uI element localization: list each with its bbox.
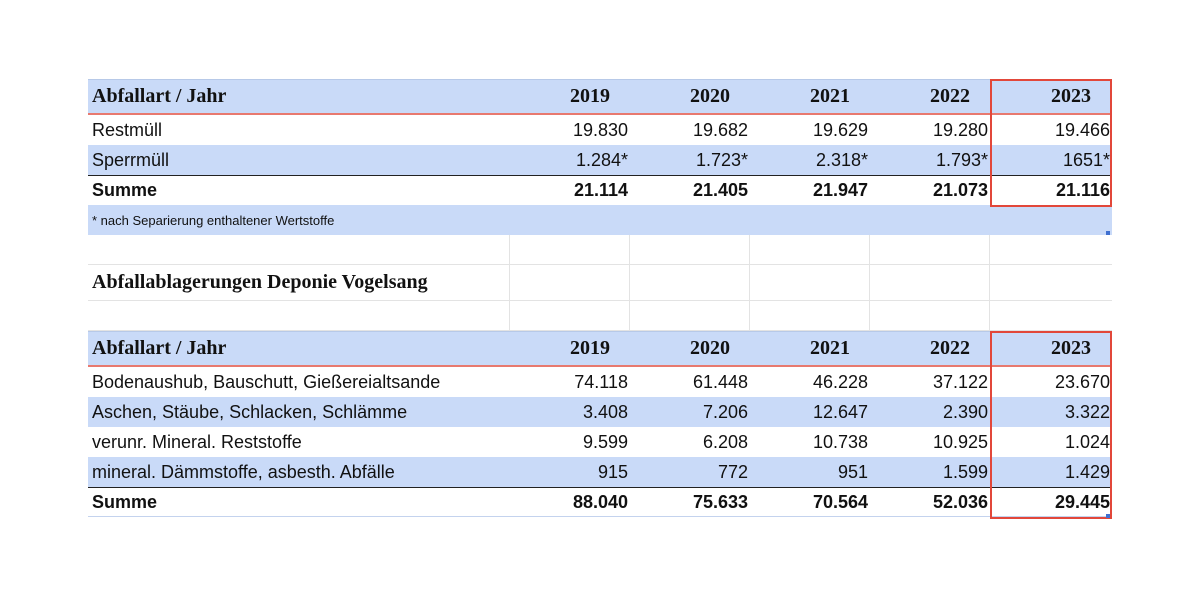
empty-cell [88, 301, 510, 330]
cell-value: 915 [597, 461, 628, 482]
table1-header-label: Abfallart / Jahr [92, 85, 227, 107]
table2-header-row: Abfallart / Jahr 2019 2020 2021 2022 202… [88, 331, 1112, 367]
row-label: Restmüll [92, 119, 163, 140]
table2-year-2020: 2020 [690, 337, 730, 359]
selection-handle[interactable] [1106, 231, 1110, 235]
cell-value: 10.738 [812, 431, 868, 452]
footnote: * nach Separierung enthaltener Wertstoff… [92, 212, 335, 228]
table2-year-2023: 2023 [1051, 337, 1091, 359]
cell-value: 6.208 [702, 431, 748, 452]
cell-value: 2.318* [815, 149, 868, 170]
table2-year-2022: 2022 [930, 337, 970, 359]
sum-value: 29.445 [1054, 491, 1110, 512]
table1-year-2022: 2022 [930, 85, 970, 107]
empty-cell [990, 235, 1112, 264]
table1-year-2019: 2019 [570, 85, 610, 107]
cell-value: 19.629 [812, 119, 868, 140]
table2-header-label: Abfallart / Jahr [92, 337, 227, 359]
cell-value: 1.793* [935, 149, 988, 170]
empty-cell [510, 301, 630, 330]
table1-year-2020: 2020 [690, 85, 730, 107]
empty-cell [750, 235, 870, 264]
table2-year-2019: 2019 [570, 337, 610, 359]
sum-value: 75.633 [692, 491, 748, 512]
cell-value: 1.723* [695, 149, 748, 170]
cell-value: 3.322 [1064, 401, 1110, 422]
sum-value: 70.564 [812, 491, 868, 512]
sum-value: 21.073 [932, 180, 988, 200]
cell-value: 2.390 [942, 401, 988, 422]
cell-value: 61.448 [692, 371, 748, 392]
spreadsheet: Abfallart / Jahr 2019 2020 2021 2022 202… [88, 79, 1112, 519]
cell-value: 46.228 [812, 371, 868, 392]
table-row: mineral. Dämmstoffe, asbesth. Abfälle 91… [88, 457, 1112, 487]
empty-cell [630, 301, 750, 330]
cell-value: 3.408 [582, 401, 628, 422]
selection-handle[interactable] [1106, 514, 1110, 518]
table-row: Sperrmüll 1.284* 1.723* 2.318* 1.793* 16… [88, 145, 1112, 175]
table-row: Aschen, Stäube, Schlacken, Schlämme 3.40… [88, 397, 1112, 427]
table1-sum-row: Summe 21.114 21.405 21.947 21.073 21.116 [88, 175, 1112, 205]
table-row: verunr. Mineral. Reststoffe 9.599 6.208 … [88, 427, 1112, 457]
empty-cell [990, 265, 1112, 300]
empty-cell [750, 301, 870, 330]
table2-year-2021: 2021 [810, 337, 850, 359]
empty-cell [630, 235, 750, 264]
cell-value: 74.118 [574, 371, 628, 392]
sum-value: 21.405 [692, 180, 748, 200]
row-label: Aschen, Stäube, Schlacken, Schlämme [92, 401, 408, 422]
section-title-row: Abfallablagerungen Deponie Vogelsang [88, 265, 1112, 301]
sum-value: 52.036 [932, 491, 988, 512]
footnote-row: * nach Separierung enthaltener Wertstoff… [88, 205, 1112, 235]
table1-header-row: Abfallart / Jahr 2019 2020 2021 2022 202… [88, 79, 1112, 115]
sum-label: Summe [92, 180, 158, 200]
cell-value: 1.429 [1064, 461, 1110, 482]
empty-cell [510, 265, 630, 300]
cell-value: 23.670 [1054, 371, 1110, 392]
cell-value: 12.647 [812, 401, 868, 422]
table-row: Bodenaushub, Bauschutt, Gießereialtsande… [88, 367, 1112, 397]
empty-cell [870, 235, 990, 264]
sum-value: 88.040 [572, 491, 628, 512]
empty-cell [870, 265, 990, 300]
empty-cell [990, 301, 1112, 330]
empty-cell [750, 265, 870, 300]
row-label: Bodenaushub, Bauschutt, Gießereialtsande [92, 371, 441, 392]
cell-value: 7.206 [702, 401, 748, 422]
cell-value: 772 [717, 461, 748, 482]
cell-value: 19.830 [572, 119, 628, 140]
empty-row [88, 301, 1112, 331]
row-label: mineral. Dämmstoffe, asbesth. Abfälle [92, 461, 395, 482]
row-label: Sperrmüll [92, 149, 170, 170]
sum-value: 21.947 [812, 180, 868, 200]
cell-value: 9.599 [582, 431, 628, 452]
sum-value: 21.116 [1055, 180, 1110, 200]
cell-value: 951 [837, 461, 868, 482]
cell-value: 19.682 [692, 119, 748, 140]
table-row: Restmüll 19.830 19.682 19.629 19.280 19.… [88, 115, 1112, 145]
empty-cell [630, 265, 750, 300]
empty-row [88, 235, 1112, 265]
cell-value: 1.284* [575, 149, 628, 170]
sum-label: Summe [92, 491, 158, 512]
cell-value: 19.280 [932, 119, 988, 140]
table1-year-2023: 2023 [1051, 85, 1091, 107]
cell-value: 1.599 [942, 461, 988, 482]
section-title: Abfallablagerungen Deponie Vogelsang [88, 265, 510, 300]
table1-year-2021: 2021 [810, 85, 850, 107]
cell-value: 19.466 [1054, 119, 1110, 140]
cell-value: 10.925 [932, 431, 988, 452]
cell-value: 1.024 [1064, 431, 1110, 452]
cell-value: 37.122 [932, 371, 988, 392]
row-label: verunr. Mineral. Reststoffe [92, 431, 302, 452]
cell-value: 1651* [1062, 149, 1110, 170]
empty-cell [870, 301, 990, 330]
empty-cell [88, 235, 510, 264]
sum-value: 21.114 [573, 180, 628, 200]
table2-sum-row: Summe 88.040 75.633 70.564 52.036 29.445 [88, 487, 1112, 517]
empty-cell [510, 235, 630, 264]
